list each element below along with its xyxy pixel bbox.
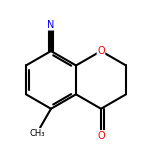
Text: O: O: [97, 46, 105, 56]
Text: N: N: [47, 20, 55, 30]
Text: O: O: [97, 131, 105, 141]
Text: CH₃: CH₃: [29, 128, 45, 138]
